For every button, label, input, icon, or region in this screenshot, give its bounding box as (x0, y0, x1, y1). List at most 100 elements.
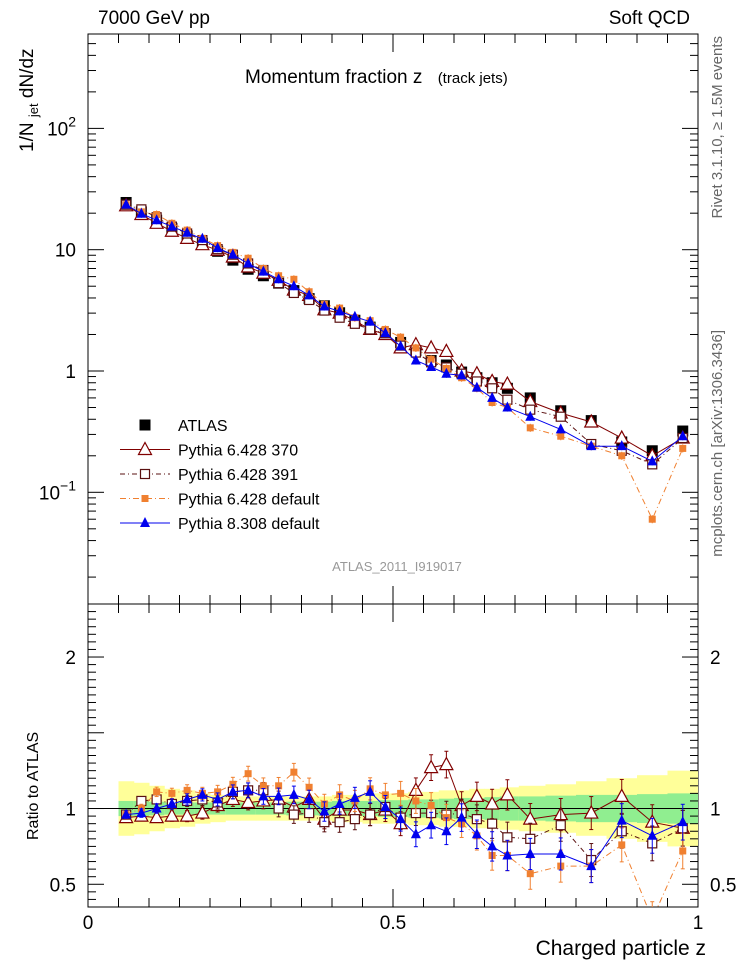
ratio-y-tick-label-right: 0.5 (710, 875, 736, 896)
pythia-8-308-default-point (243, 257, 254, 268)
x-tick-label: 0.5 (380, 913, 406, 934)
pythia-8-308-default-point (151, 214, 162, 225)
pythia-8-308-default-point (197, 232, 208, 243)
pythia-6-428-default-ratio-point (229, 780, 237, 788)
pythia-6-428-370-ratio-point (149, 809, 165, 824)
pythia-6-428-370-ratio-point (194, 804, 210, 819)
pythia-6-428-391-point (365, 324, 376, 335)
pythia-8-308-default-point (136, 207, 147, 218)
pythia-6-428-370-ratio-point (240, 794, 256, 809)
pythia-8-308-default-point (525, 410, 536, 421)
x-tick-label: 0 (83, 913, 94, 934)
pythia-6-428-default-point (427, 355, 435, 363)
pythia-6-428-default-ratio-point (214, 788, 222, 796)
main-y-axis-label-sub: jet (26, 103, 41, 118)
pythia-6-428-default-ratio-point (397, 789, 405, 797)
chart-title-main: Momentum fraction z (245, 67, 422, 88)
header-category: Soft QCD (609, 8, 690, 29)
pythia-8-308-default-ratio-point (319, 805, 330, 816)
pythia-8-308-default-ratio-point (182, 793, 193, 804)
pythia-6-428-default-ratio-point (618, 841, 626, 849)
pythia-6-428-default-ratio-point (412, 797, 420, 805)
main-y-tick-label-base: 1 (65, 362, 76, 383)
pythia-8-308-default-ratio-point (121, 808, 132, 819)
ratio-panel-frame (87, 603, 699, 908)
ratio-y-tick-label-right: 2 (710, 648, 721, 669)
pythia-6-428-391-point (487, 383, 498, 394)
pythia-8-308-default-ratio-point (166, 797, 177, 808)
pythia-6-428-default-ratio-point (275, 782, 283, 790)
pythia-8-308-default-point (365, 315, 376, 326)
pythia-8-308-default-point (426, 360, 437, 371)
header-energy: 7000 GeV pp (98, 8, 210, 29)
pythia-6-428-391-ratio-point (555, 820, 566, 831)
x-axis-label: Charged particle z (536, 937, 706, 960)
pythia-8-308-default-ratio-point (677, 816, 688, 827)
pythia-6-428-370-ratio-point (423, 759, 439, 774)
legend-pythia-6-428-default-label: Pythia 6.428 default (178, 492, 320, 509)
legend-pythia-8-308-default-marker (140, 517, 150, 527)
pythia-6-428-default-ratio-point (526, 870, 534, 878)
pythia-8-308-default-point (182, 226, 193, 237)
pythia-8-308-default-point (502, 401, 513, 412)
pythia-6-428-391-ratio-point (273, 803, 284, 814)
pythia-8-308-default-point (677, 430, 688, 441)
pythia-6-428-default-ratio-point (305, 783, 313, 791)
chart-subtitle: (track jets) (438, 70, 508, 87)
pythia-6-428-default-point (679, 444, 687, 452)
pythia-6-428-370-ratio-point (614, 788, 630, 803)
pythia-6-428-default-ratio-point (427, 801, 435, 809)
pythia-6-428-370-ratio-point (438, 756, 454, 771)
pythia-6-428-default-ratio-point (259, 782, 267, 790)
pythia-6-428-default-point (557, 432, 565, 440)
legend-pythia-8-308-default-label: Pythia 8.308 default (178, 516, 320, 533)
pythia-6-428-391-point (555, 411, 566, 422)
main-y-tick-label-base: 10 (39, 483, 60, 504)
pythia-8-308-default-point (166, 220, 177, 231)
pythia-8-308-default-ratio-point (410, 828, 421, 839)
main-y-tick-label-exponent: 2 (68, 113, 76, 129)
pythia-6-428-default-ratio-line (125, 771, 684, 907)
pythia-8-308-default-point (487, 391, 498, 402)
pythia-6-428-default-ratio-point (244, 770, 252, 778)
pythia-8-308-default-ratio-point (258, 790, 269, 801)
pythia-8-308-default-point (227, 248, 238, 259)
pythia-8-308-default-ratio-point (212, 793, 223, 804)
main-y-tick-label: 10−1 (39, 477, 76, 504)
pythia-8-308-default-ratio-point (380, 801, 391, 812)
pythia-6-428-default-ratio-point (183, 786, 191, 794)
pythia-8-308-default-ratio-point (525, 847, 536, 858)
pythia-6-428-default-ratio-point (168, 789, 176, 797)
analysis-watermark: ATLAS_2011_I919017 (332, 559, 462, 574)
pythia-8-308-default-ratio-point (426, 819, 437, 830)
pythia-6-428-default-ratio-point (381, 791, 389, 799)
pythia-8-308-default-point (258, 265, 269, 276)
pythia-8-308-default-point (616, 440, 627, 451)
pythia-6-428-default-point (526, 424, 534, 432)
pythia-6-428-default-point (412, 344, 420, 352)
pythia-6-428-370-ratio-point (469, 788, 485, 803)
pythia-8-308-default-ratio-point (334, 797, 345, 808)
mcplots-label: mcplots.cern.ch [arXiv:1306.3436] (709, 330, 726, 557)
main-y-tick-label-base: 10 (55, 241, 76, 262)
pythia-8-308-default-point (647, 455, 658, 466)
pythia-6-428-default-ratio-point (649, 916, 656, 923)
pythia-8-308-default-ratio-point (502, 849, 513, 860)
pythia-6-428-370-ratio-point (164, 807, 180, 822)
pythia-8-308-default-point (304, 289, 315, 300)
pythia-8-308-default-point (121, 198, 132, 209)
pythia-8-308-default-ratio-point (365, 785, 376, 796)
pythia-8-308-default-point (349, 310, 360, 321)
legend-pythia-6-428-391-label: Pythia 6.428 391 (178, 467, 298, 484)
legend-pythia-6-428-391-marker (139, 468, 151, 480)
main-y-tick-label: 102 (47, 113, 76, 140)
pythia-6-428-default-ratio-point (290, 768, 298, 776)
pythia-8-308-default-point (441, 367, 452, 378)
legend-pythia-6-428-default-marker (141, 495, 149, 502)
main-y-axis-label-main: 1/N (17, 122, 38, 152)
ratio-y-tick-label: 2 (65, 648, 76, 669)
ratio-y-tick-label: 0.5 (50, 875, 76, 896)
legend-atlas-marker (139, 419, 151, 431)
pythia-8-308-default-ratio-point (197, 788, 208, 799)
